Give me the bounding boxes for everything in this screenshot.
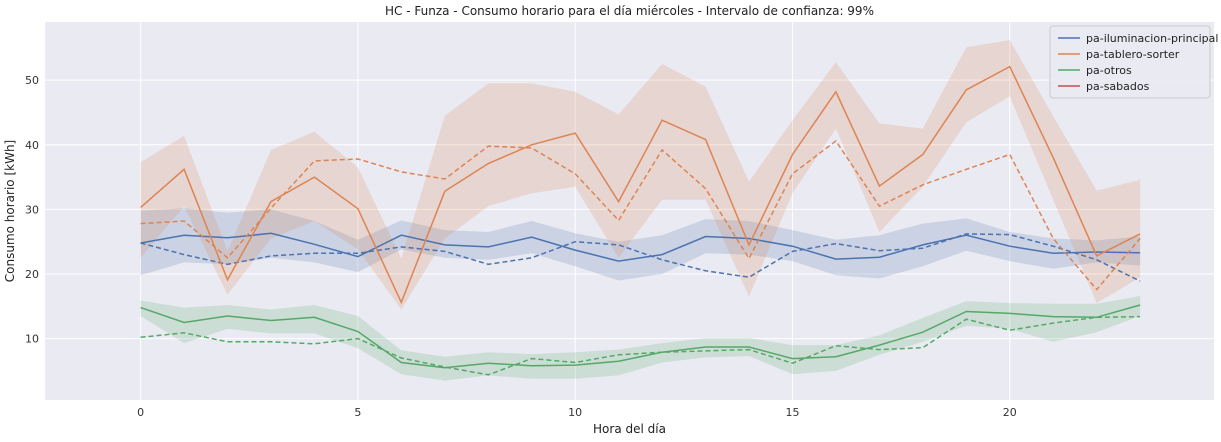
- y-tick-label: 40: [25, 139, 39, 152]
- confidence-band-pa-tablero-sorter: [140, 40, 1141, 310]
- series-line-pa-iluminacion-principal: [140, 232, 1141, 262]
- x-tick-label: 0: [137, 406, 144, 419]
- y-axis-label: Consumo horario [kWh]: [3, 140, 17, 282]
- x-tick-label: 5: [354, 406, 361, 419]
- legend-box: [1049, 25, 1211, 99]
- dashed-line-pa-tablero-sorter: [140, 139, 1141, 291]
- x-tick-label: 10: [568, 406, 582, 419]
- grid: [45, 22, 1214, 400]
- dashed-line-pa-iluminacion-principal: [140, 233, 1141, 282]
- legend-entry-pa-iluminacion-principal: pa-iluminacion-principal: [1086, 32, 1218, 45]
- series-lines: [140, 65, 1141, 376]
- y-tick-label: 30: [25, 203, 39, 216]
- legend: pa-iluminacion-principal pa-tablero-sorte…: [1049, 25, 1218, 99]
- x-tick-label: 15: [785, 406, 799, 419]
- legend-entry-pa-sabados: pa-sabados: [1086, 80, 1150, 93]
- y-tick-label: 10: [25, 333, 39, 346]
- confidence-band-pa-iluminacion-principal: [140, 208, 1141, 281]
- y-tick-labels: 10 20 30 40 50: [25, 74, 39, 345]
- confidence-band-pa-otros: [140, 296, 1141, 381]
- x-axis-label: Hora del día: [593, 422, 666, 436]
- y-tick-label: 50: [25, 74, 39, 87]
- dashed-line-pa-otros: [140, 315, 1141, 376]
- series-line-pa-tablero-sorter: [140, 65, 1141, 305]
- y-tick-label: 20: [25, 268, 39, 281]
- x-tick-label: 20: [1003, 406, 1017, 419]
- chart-title: HC - Funza - Consumo horario para el día…: [385, 4, 874, 18]
- series-line-pa-otros: [140, 304, 1141, 369]
- x-tick-labels: 0 5 10 15 20: [137, 406, 1017, 419]
- legend-entry-pa-tablero-sorter: pa-tablero-sorter: [1086, 48, 1180, 61]
- confidence-bands: [140, 40, 1141, 381]
- legend-entry-pa-otros: pa-otros: [1086, 64, 1132, 77]
